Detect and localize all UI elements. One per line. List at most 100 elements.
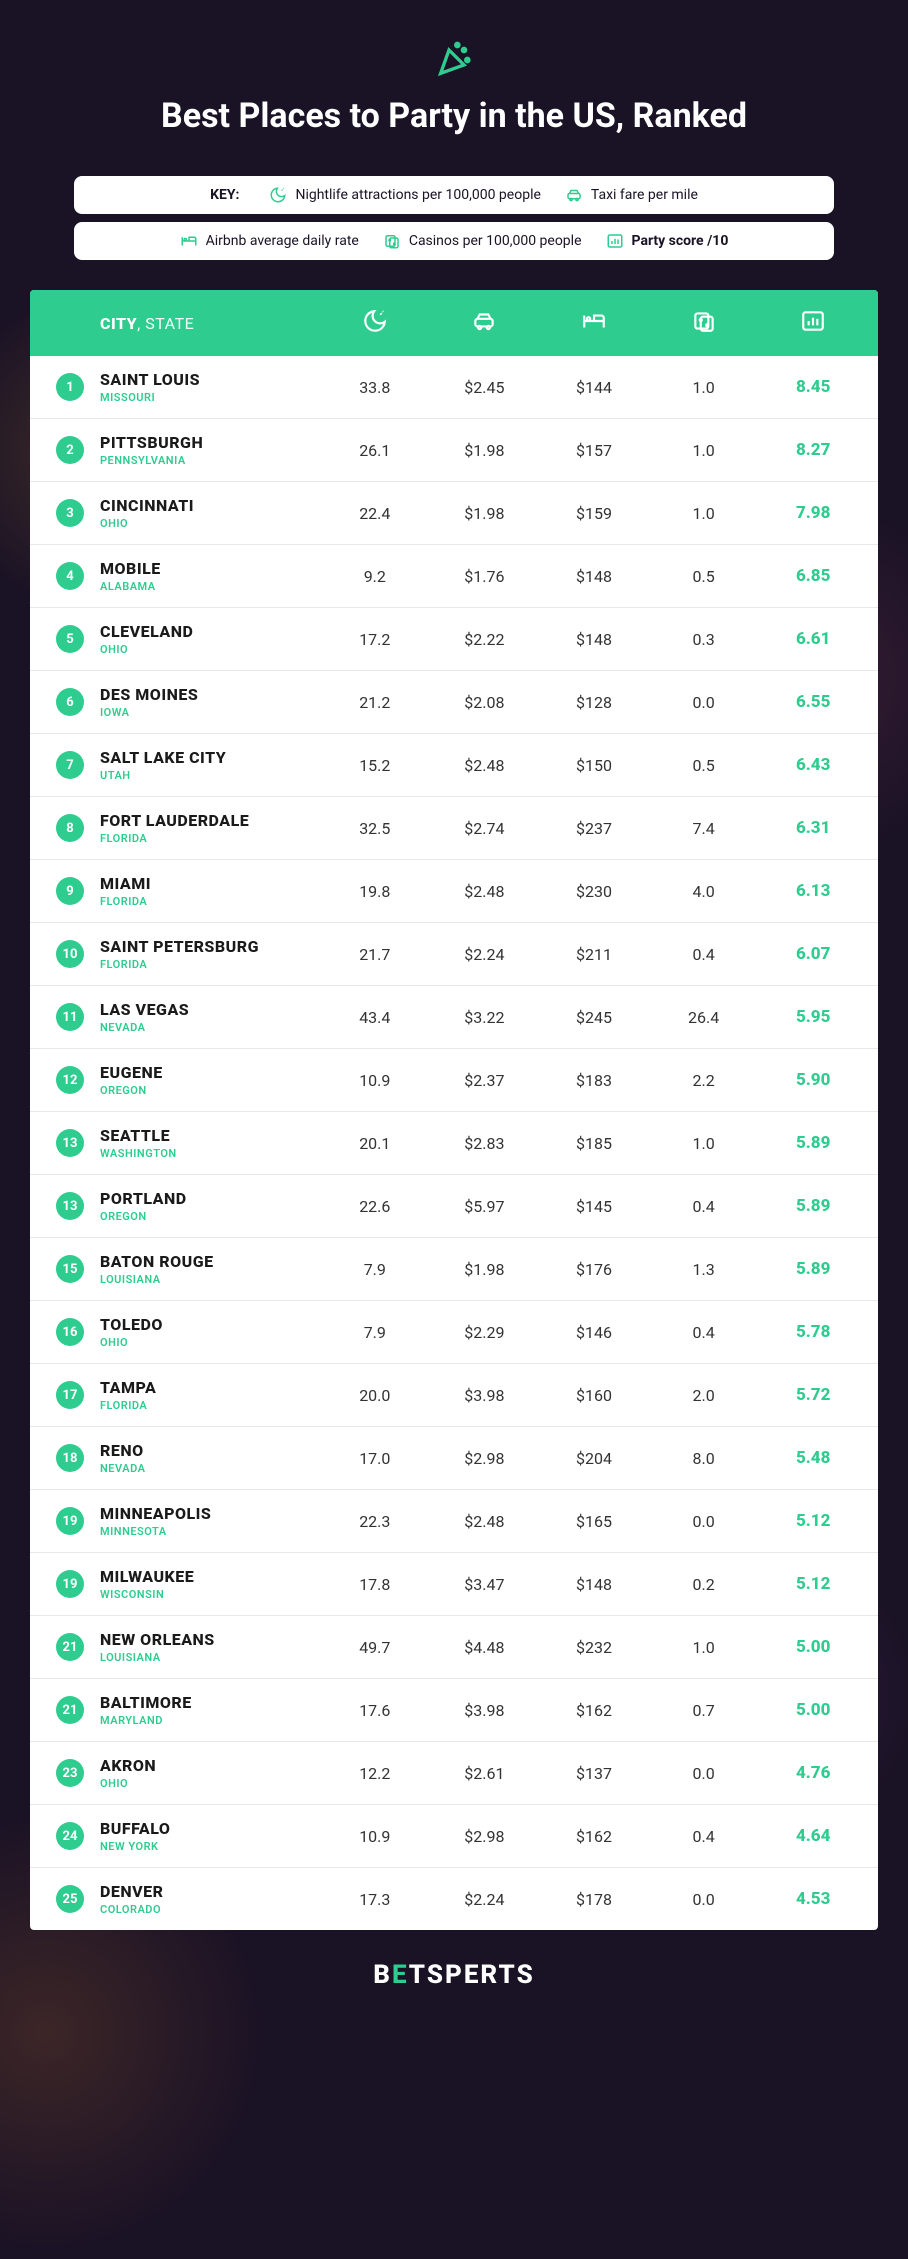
city-name: PORTLAND bbox=[100, 1189, 320, 1208]
state-name: IOWA bbox=[100, 706, 320, 719]
casino-icon bbox=[691, 308, 717, 334]
state-name: FLORIDA bbox=[100, 832, 320, 845]
nightlife-value: 10.9 bbox=[320, 1071, 430, 1090]
airbnb-value: $160 bbox=[539, 1386, 649, 1405]
nightlife-value: 33.8 bbox=[320, 378, 430, 397]
table-row: 13 SEATTLE WASHINGTON 20.1 $2.83 $185 1.… bbox=[30, 1112, 878, 1175]
rank-cell: 17 bbox=[40, 1381, 100, 1409]
airbnb-value: $230 bbox=[539, 882, 649, 901]
city-name: EUGENE bbox=[100, 1063, 320, 1082]
score-value: 6.85 bbox=[758, 566, 868, 586]
rank-cell: 1 bbox=[40, 373, 100, 401]
rank-badge: 4 bbox=[56, 562, 84, 590]
airbnb-value: $128 bbox=[539, 693, 649, 712]
city-cell: DES MOINES IOWA bbox=[100, 685, 320, 719]
taxi-value: $2.37 bbox=[430, 1071, 540, 1090]
casinos-value: 0.0 bbox=[649, 693, 759, 712]
score-value: 4.76 bbox=[758, 1763, 868, 1783]
city-name: MOBILE bbox=[100, 559, 320, 578]
rank-cell: 11 bbox=[40, 1003, 100, 1031]
casinos-value: 0.7 bbox=[649, 1701, 759, 1720]
taxi-value: $2.61 bbox=[430, 1764, 540, 1783]
city-cell: RENO NEVADA bbox=[100, 1441, 320, 1475]
table-row: 11 LAS VEGAS NEVADA 43.4 $3.22 $245 26.4… bbox=[30, 986, 878, 1049]
table-row: 2 PITTSBURGH PENNSYLVANIA 26.1 $1.98 $15… bbox=[30, 419, 878, 482]
taxi-value: $1.98 bbox=[430, 441, 540, 460]
city-name: MIAMI bbox=[100, 874, 320, 893]
state-name: PENNSYLVANIA bbox=[100, 454, 320, 467]
rank-cell: 21 bbox=[40, 1696, 100, 1724]
key-item-casinos: Casinos per 100,000 people bbox=[383, 232, 582, 250]
rank-cell: 25 bbox=[40, 1885, 100, 1913]
city-cell: SEATTLE WASHINGTON bbox=[100, 1126, 320, 1160]
nightlife-value: 17.3 bbox=[320, 1890, 430, 1909]
airbnb-value: $144 bbox=[539, 378, 649, 397]
nightlife-value: 7.9 bbox=[320, 1260, 430, 1279]
nightlife-value: 12.2 bbox=[320, 1764, 430, 1783]
score-value: 8.45 bbox=[758, 377, 868, 397]
taxi-value: $2.08 bbox=[430, 693, 540, 712]
city-cell: PORTLAND OREGON bbox=[100, 1189, 320, 1223]
taxi-value: $2.98 bbox=[430, 1827, 540, 1846]
airbnb-value: $148 bbox=[539, 567, 649, 586]
casinos-value: 0.3 bbox=[649, 630, 759, 649]
casinos-value: 1.3 bbox=[649, 1260, 759, 1279]
score-value: 5.95 bbox=[758, 1007, 868, 1027]
airbnb-value: $157 bbox=[539, 441, 649, 460]
rank-badge: 18 bbox=[56, 1444, 84, 1472]
rank-cell: 21 bbox=[40, 1633, 100, 1661]
taxi-icon bbox=[565, 186, 583, 204]
footer-brand: BETSPERTS bbox=[30, 1960, 878, 1990]
city-name: NEW ORLEANS bbox=[100, 1630, 320, 1649]
nightlife-value: 19.8 bbox=[320, 882, 430, 901]
state-name: MINNESOTA bbox=[100, 1525, 320, 1538]
taxi-value: $5.97 bbox=[430, 1197, 540, 1216]
rank-cell: 9 bbox=[40, 877, 100, 905]
city-cell: BATON ROUGE LOUISIANA bbox=[100, 1252, 320, 1286]
taxi-value: $2.24 bbox=[430, 1890, 540, 1909]
city-cell: SALT LAKE CITY UTAH bbox=[100, 748, 320, 782]
nightlife-value: 17.2 bbox=[320, 630, 430, 649]
th-score-icon bbox=[758, 308, 868, 338]
casino-icon bbox=[383, 232, 401, 250]
rank-cell: 10 bbox=[40, 940, 100, 968]
rank-badge: 6 bbox=[56, 688, 84, 716]
score-value: 7.98 bbox=[758, 503, 868, 523]
state-name: ALABAMA bbox=[100, 580, 320, 593]
rank-cell: 2 bbox=[40, 436, 100, 464]
airbnb-value: $148 bbox=[539, 1575, 649, 1594]
city-name: MILWAUKEE bbox=[100, 1567, 320, 1586]
city-name: TOLEDO bbox=[100, 1315, 320, 1334]
taxi-value: $2.83 bbox=[430, 1134, 540, 1153]
state-name: WISCONSIN bbox=[100, 1588, 320, 1601]
city-name: SEATTLE bbox=[100, 1126, 320, 1145]
bed-icon bbox=[180, 232, 198, 250]
taxi-value: $4.48 bbox=[430, 1638, 540, 1657]
rank-cell: 15 bbox=[40, 1255, 100, 1283]
nightlife-value: 26.1 bbox=[320, 441, 430, 460]
airbnb-value: $159 bbox=[539, 504, 649, 523]
taxi-value: $1.76 bbox=[430, 567, 540, 586]
city-name: BUFFALO bbox=[100, 1819, 320, 1838]
nightlife-value: 17.6 bbox=[320, 1701, 430, 1720]
table-row: 19 MINNEAPOLIS MINNESOTA 22.3 $2.48 $165… bbox=[30, 1490, 878, 1553]
nightlife-value: 15.2 bbox=[320, 756, 430, 775]
state-name: OREGON bbox=[100, 1210, 320, 1223]
city-cell: TOLEDO OHIO bbox=[100, 1315, 320, 1349]
state-name: LOUISIANA bbox=[100, 1651, 320, 1664]
city-name: FORT LAUDERDALE bbox=[100, 811, 320, 830]
rank-cell: 3 bbox=[40, 499, 100, 527]
city-name: SALT LAKE CITY bbox=[100, 748, 320, 767]
table-row: 3 CINCINNATI OHIO 22.4 $1.98 $159 1.0 7.… bbox=[30, 482, 878, 545]
nightlife-value: 49.7 bbox=[320, 1638, 430, 1657]
state-name: OHIO bbox=[100, 1336, 320, 1349]
nightlife-value: 21.7 bbox=[320, 945, 430, 964]
casinos-value: 0.0 bbox=[649, 1764, 759, 1783]
score-value: 5.89 bbox=[758, 1133, 868, 1153]
score-value: 5.12 bbox=[758, 1511, 868, 1531]
city-cell: SAINT LOUIS MISSOURI bbox=[100, 370, 320, 404]
taxi-value: $2.24 bbox=[430, 945, 540, 964]
th-casino-icon bbox=[649, 308, 759, 338]
city-cell: NEW ORLEANS LOUISIANA bbox=[100, 1630, 320, 1664]
taxi-value: $3.22 bbox=[430, 1008, 540, 1027]
